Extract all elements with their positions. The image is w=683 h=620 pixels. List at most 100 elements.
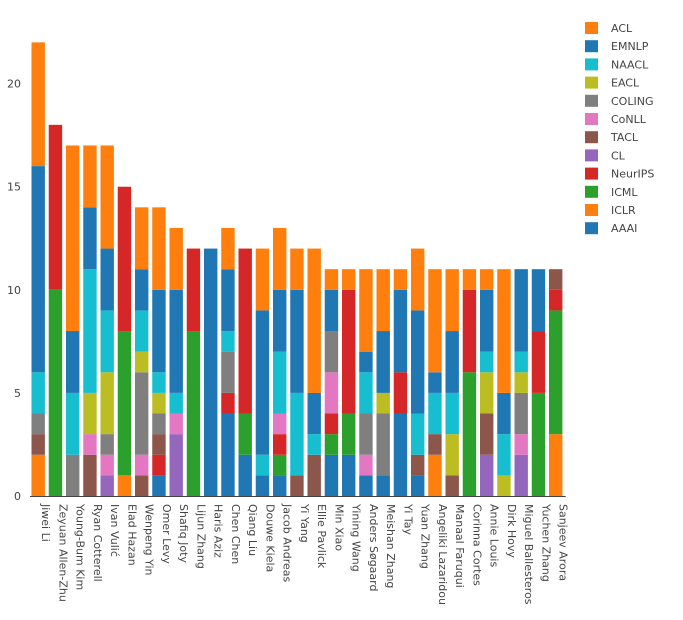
bar-segment-acl-shafiq-joty[interactable] xyxy=(169,227,183,290)
legend-item-aaai[interactable]: AAAI xyxy=(585,222,637,235)
bar-segment-conll-ryan-cotterell[interactable] xyxy=(83,434,97,455)
bar-segment-naacl-miguel-ballesteros[interactable] xyxy=(514,351,528,373)
legend-item-icml[interactable]: ICML xyxy=(585,185,638,199)
bar-segment-naacl-anders-s-gaard[interactable] xyxy=(359,372,373,414)
bar-segment-cl-shafiq-joty[interactable] xyxy=(169,434,183,496)
bar-segment-aaai-min-xiao[interactable] xyxy=(324,454,339,496)
bar-segment-icml-jacob-andreas[interactable] xyxy=(273,454,287,476)
bar-segment-eacl-wenpeng-yin[interactable] xyxy=(135,351,149,373)
bar-segment-aaai-haris-aziz[interactable] xyxy=(204,248,218,496)
bar-segment-emnlp-ellie-pavlick[interactable] xyxy=(307,392,321,435)
bar-segment-iclr-sanjeev-arora[interactable] xyxy=(549,434,563,496)
bar-segment-cl-ivan-vuli[interactable] xyxy=(100,475,114,496)
bar-segment-icml-elad-hazan[interactable] xyxy=(117,331,132,476)
bar-segment-neurips-sanjeev-arora[interactable] xyxy=(549,289,563,311)
bar-segment-icml-yining-wang[interactable] xyxy=(342,413,356,455)
bar-segment-emnlp-jacob-andreas[interactable] xyxy=(273,289,287,352)
bar-segment-acl-omer-levy[interactable] xyxy=(152,207,166,290)
legend-item-tacl[interactable]: TACL xyxy=(585,131,639,144)
bar-segment-tacl-omer-levy[interactable] xyxy=(152,434,166,455)
bar-segment-aaai-yuan-zhang[interactable] xyxy=(411,475,425,496)
bar-segment-naacl-ryan-cotterell[interactable] xyxy=(83,269,97,393)
bar-segment-emnlp-jiwei-li[interactable] xyxy=(31,166,45,373)
bar-segment-emnlp-wenpeng-yin[interactable] xyxy=(135,269,149,311)
bar-segment-coling-miguel-ballesteros[interactable] xyxy=(514,392,528,435)
bar-segment-aaai-yi-tay[interactable] xyxy=(393,413,408,496)
bar-segment-aaai-jacob-andreas[interactable] xyxy=(273,475,287,496)
legend-item-eacl[interactable]: EACL xyxy=(585,76,640,90)
bar-segment-acl-yining-wang[interactable] xyxy=(342,269,356,290)
bar-segment-coling-min-xiao[interactable] xyxy=(324,331,339,373)
bar-segment-iclr-elad-hazan[interactable] xyxy=(117,475,132,496)
bar-segment-neurips-omer-levy[interactable] xyxy=(152,454,166,476)
bar-segment-eacl-dirk-hovy[interactable] xyxy=(497,475,511,496)
bar-segment-cl-annie-louis[interactable] xyxy=(480,454,494,496)
bar-segment-acl-chen-chen[interactable] xyxy=(221,227,235,270)
bar-segment-neurips-qiang-liu[interactable] xyxy=(238,248,252,414)
bar-segment-coling-anders-s-gaard[interactable] xyxy=(359,413,373,455)
bar-segment-conll-wenpeng-yin[interactable] xyxy=(135,454,149,476)
bar-segment-neurips-yuchen-zhang[interactable] xyxy=(531,331,546,393)
bar-segment-emnlp-yi-yang[interactable] xyxy=(290,289,304,393)
bar-segment-aaai-qiang-liu[interactable] xyxy=(238,454,252,496)
bar-segment-tacl-yuan-zhang[interactable] xyxy=(411,454,425,476)
bar-segment-emnlp-meishan-zhang[interactable] xyxy=(376,331,390,393)
bar-segment-neurips-corinna-cortes[interactable] xyxy=(462,289,477,373)
legend-item-naacl[interactable]: NAACL xyxy=(585,58,649,71)
bar-segment-emnlp-young-bum-kim[interactable] xyxy=(66,331,80,393)
bar-segment-conll-jacob-andreas[interactable] xyxy=(273,413,287,435)
bar-segment-emnlp-ivan-vuli[interactable] xyxy=(100,248,114,311)
bar-segment-eacl-miguel-ballesteros[interactable] xyxy=(514,372,528,393)
bar-segment-naacl-annie-louis[interactable] xyxy=(480,351,494,373)
bar-segment-tacl-angeliki-lazaridou[interactable] xyxy=(428,434,442,455)
bar-segment-emnlp-douwe-kiela[interactable] xyxy=(255,310,270,455)
bar-segment-icml-corinna-cortes[interactable] xyxy=(462,372,477,496)
bar-segment-coling-chen-chen[interactable] xyxy=(221,351,235,393)
bar-segment-naacl-dirk-hovy[interactable] xyxy=(497,434,511,476)
bar-segment-emnlp-ryan-cotterell[interactable] xyxy=(83,207,97,270)
bar-segment-naacl-wenpeng-yin[interactable] xyxy=(135,310,149,352)
bar-segment-acl-dirk-hovy[interactable] xyxy=(497,269,511,393)
bar-segment-tacl-wenpeng-yin[interactable] xyxy=(135,475,149,496)
bar-segment-neurips-chen-chen[interactable] xyxy=(221,392,235,414)
bar-segment-acl-douwe-kiela[interactable] xyxy=(255,248,270,311)
bar-segment-acl-ivan-vuli[interactable] xyxy=(100,145,114,249)
bar-segment-emnlp-yuchen-zhang[interactable] xyxy=(531,269,546,332)
bar-segment-conll-miguel-ballesteros[interactable] xyxy=(514,434,528,455)
bar-segment-eacl-omer-levy[interactable] xyxy=(152,392,166,414)
bar-segment-emnlp-min-xiao[interactable] xyxy=(324,289,339,332)
legend-item-conll[interactable]: CoNLL xyxy=(585,113,647,126)
bar-segment-naacl-omer-levy[interactable] xyxy=(152,372,166,393)
bar-segment-naacl-manaal-faruqui[interactable] xyxy=(445,392,459,435)
bar-segment-emnlp-manaal-faruqui[interactable] xyxy=(445,331,459,393)
bar-segment-tacl-ellie-pavlick[interactable] xyxy=(307,454,321,496)
bar-segment-neurips-yi-tay[interactable] xyxy=(393,372,408,414)
bar-segment-icml-zeyuan-allen-zhu[interactable] xyxy=(48,289,63,496)
bar-segment-neurips-yining-wang[interactable] xyxy=(342,289,356,414)
bar-segment-naacl-shafiq-joty[interactable] xyxy=(169,392,183,414)
bar-segment-coling-young-bum-kim[interactable] xyxy=(66,454,80,496)
bar-segment-eacl-annie-louis[interactable] xyxy=(480,372,494,414)
bar-segment-naacl-chen-chen[interactable] xyxy=(221,331,235,352)
bar-segment-emnlp-shafiq-joty[interactable] xyxy=(169,289,183,393)
bar-segment-naacl-yi-yang[interactable] xyxy=(290,392,304,476)
bar-segment-icml-yuchen-zhang[interactable] xyxy=(531,392,546,496)
bar-segment-coling-jiwei-li[interactable] xyxy=(31,413,45,435)
bar-segment-aaai-anders-s-gaard[interactable] xyxy=(359,475,373,496)
bar-segment-conll-ivan-vuli[interactable] xyxy=(100,454,114,476)
bar-segment-eacl-ivan-vuli[interactable] xyxy=(100,372,114,435)
bar-segment-naacl-jacob-andreas[interactable] xyxy=(273,351,287,414)
bar-segment-aaai-omer-levy[interactable] xyxy=(152,475,166,496)
bar-segment-tacl-jiwei-li[interactable] xyxy=(31,434,45,455)
bar-segment-cl-miguel-ballesteros[interactable] xyxy=(514,454,528,496)
bar-segment-conll-shafiq-joty[interactable] xyxy=(169,413,183,435)
bar-segment-tacl-sanjeev-arora[interactable] xyxy=(549,269,563,290)
bar-segment-aaai-douwe-kiela[interactable] xyxy=(255,475,270,496)
bar-segment-acl-wenpeng-yin[interactable] xyxy=(135,207,149,270)
bar-segment-emnlp-omer-levy[interactable] xyxy=(152,289,166,373)
bar-segment-aaai-chen-chen[interactable] xyxy=(221,413,235,496)
bar-segment-icml-lijun-zhang[interactable] xyxy=(186,331,201,496)
bar-segment-naacl-young-bum-kim[interactable] xyxy=(66,392,80,455)
bar-segment-neurips-zeyuan-allen-zhu[interactable] xyxy=(48,124,63,290)
bar-segment-aaai-meishan-zhang[interactable] xyxy=(376,475,390,496)
